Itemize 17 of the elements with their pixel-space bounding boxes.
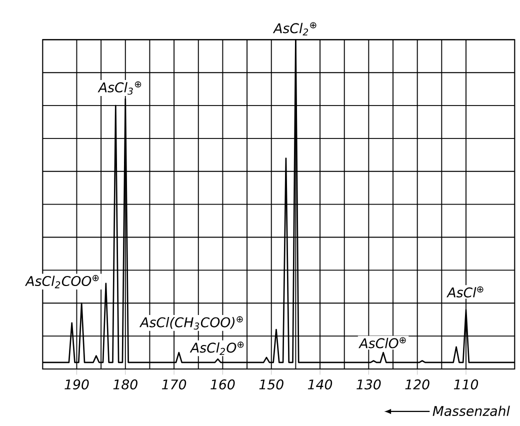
x-tick-label: 120 xyxy=(405,379,430,390)
x-tick-label: 180 xyxy=(113,379,138,390)
x-tick-label: 130 xyxy=(356,379,381,390)
x-tick-label: 110 xyxy=(454,379,478,390)
x-tick-label: 170 xyxy=(162,379,186,390)
x-tick-label: 190 xyxy=(64,379,89,390)
x-tick-label: 140 xyxy=(308,379,332,390)
x-tick-label: 150 xyxy=(259,379,284,390)
annotation: AsCl$_{2}$⊕ xyxy=(272,22,316,36)
annotation: AsClO$^{⊕}$ xyxy=(358,337,406,348)
annotation: AsCl$_{2}$COO$^{⊕}$ xyxy=(24,275,99,288)
x-axis-title: Massenzahl xyxy=(432,406,510,416)
x-tick-label: 160 xyxy=(210,379,235,390)
annotation: AsCl$_{3}$⊕ xyxy=(98,81,142,95)
annotation: AsCl$^{⊕}$ xyxy=(446,286,484,298)
annotation: AsCl(CH$_{3}$COO)$^{⊕}$ xyxy=(139,316,243,330)
annotation: AsCl$_{2}$O$^{⊕}$ xyxy=(190,342,244,355)
